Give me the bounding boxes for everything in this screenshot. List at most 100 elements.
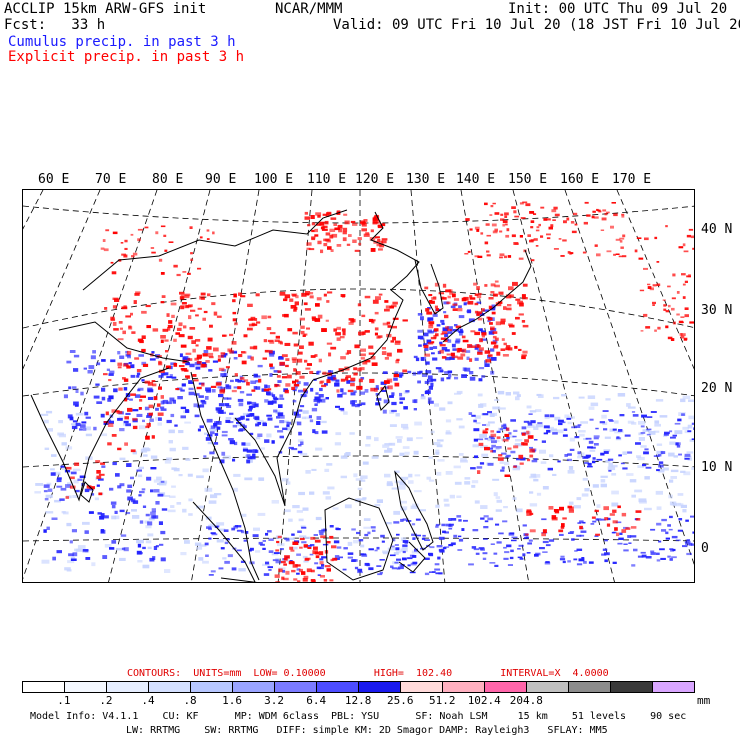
precip-cell	[522, 350, 528, 354]
precip-cell	[481, 332, 487, 336]
precip-cell	[579, 525, 583, 530]
coast-sumatra	[192, 501, 258, 582]
precip-cell	[398, 372, 404, 377]
precip-cell	[193, 403, 199, 408]
precip-cell	[516, 394, 521, 397]
precip-cell	[336, 326, 341, 330]
precip-cell	[490, 327, 495, 331]
precip-cell	[390, 340, 394, 343]
precip-cell	[252, 404, 258, 407]
precip-cell	[503, 255, 507, 259]
precip-cell	[518, 313, 524, 316]
precip-cell	[648, 431, 656, 435]
precip-cell	[529, 503, 538, 507]
precip-cell	[448, 373, 452, 378]
precip-cell	[267, 417, 273, 421]
precip-cell	[375, 236, 380, 239]
precip-cell	[319, 558, 324, 561]
precip-cell	[341, 295, 345, 298]
colorbar-cell	[653, 682, 694, 692]
precip-cell	[630, 535, 637, 538]
precip-cell	[527, 234, 531, 237]
precip-cell	[368, 567, 374, 571]
precip-cell	[355, 478, 363, 481]
precip-cell	[264, 349, 269, 353]
precip-cell	[301, 394, 308, 397]
precip-cell	[346, 380, 351, 384]
precip-cell	[249, 405, 256, 408]
precip-cell	[281, 376, 287, 379]
lat-label: 20 N	[701, 381, 733, 396]
precip-cell	[612, 561, 617, 564]
precip-cell	[519, 302, 524, 307]
precip-cell	[100, 529, 105, 533]
precip-cell	[70, 558, 77, 561]
precip-cell	[495, 523, 500, 526]
precip-cell	[571, 230, 577, 234]
precip-cell	[192, 348, 196, 353]
precip-cell	[268, 569, 272, 571]
precip-cell	[130, 374, 136, 378]
precip-cell	[345, 375, 351, 378]
precip-cell	[353, 473, 358, 478]
precip-cell	[498, 532, 504, 535]
precip-cell	[436, 439, 444, 442]
precip-cell	[691, 438, 694, 440]
precip-cell	[209, 428, 217, 432]
precip-cell	[490, 205, 494, 208]
precip-cell	[658, 540, 662, 543]
precip-cell	[678, 453, 682, 456]
precip-cell	[376, 499, 383, 503]
precip-cell	[208, 356, 214, 359]
precip-cell	[306, 247, 311, 250]
precip-cell	[587, 446, 593, 449]
precip-cell	[626, 473, 634, 476]
precip-cell	[277, 535, 282, 539]
precip-cell	[509, 324, 515, 328]
precip-cell	[521, 320, 526, 323]
precip-cell	[247, 409, 252, 412]
precip-cell	[56, 485, 63, 488]
precip-cell	[492, 478, 500, 481]
precip-cell	[604, 436, 611, 439]
precip-cell	[330, 374, 336, 379]
precip-cell	[298, 444, 302, 447]
precip-cell	[160, 480, 165, 483]
precip-cell	[455, 325, 462, 329]
precip-cell	[475, 552, 480, 555]
precip-cell	[521, 294, 526, 298]
precip-cell	[123, 547, 129, 552]
precip-cell	[262, 423, 267, 427]
precip-cell	[490, 291, 495, 294]
precip-cell	[183, 356, 189, 360]
precip-cell	[529, 454, 534, 458]
precip-cell	[535, 424, 543, 428]
precip-cell	[388, 395, 394, 398]
precip-cell	[483, 309, 489, 312]
precip-cell	[599, 421, 605, 424]
precip-cell	[334, 227, 341, 231]
precip-cell	[484, 284, 488, 287]
precip-cell	[269, 353, 275, 357]
precip-cell	[464, 481, 471, 485]
precip-cell	[400, 506, 408, 510]
precip-cell	[424, 572, 430, 576]
precip-cell	[323, 293, 327, 297]
precip-cell	[412, 561, 418, 564]
precip-cell	[218, 409, 224, 414]
precip-cell	[164, 569, 171, 573]
precip-cell	[114, 510, 118, 514]
precip-cell	[485, 423, 491, 427]
precip-cell	[160, 400, 165, 405]
precip-cell	[480, 232, 484, 235]
precip-cell	[117, 338, 124, 341]
precip-cell	[382, 444, 390, 448]
coastlines	[30, 209, 532, 582]
precip-cell	[251, 322, 256, 326]
precip-cell	[168, 429, 175, 434]
precip-cell	[436, 444, 443, 448]
precip-cell	[315, 516, 322, 521]
precip-cell	[136, 539, 144, 544]
precip-cell	[253, 373, 258, 378]
precip-cell	[427, 378, 433, 383]
